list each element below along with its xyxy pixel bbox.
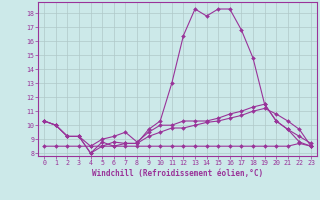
X-axis label: Windchill (Refroidissement éolien,°C): Windchill (Refroidissement éolien,°C) [92, 169, 263, 178]
